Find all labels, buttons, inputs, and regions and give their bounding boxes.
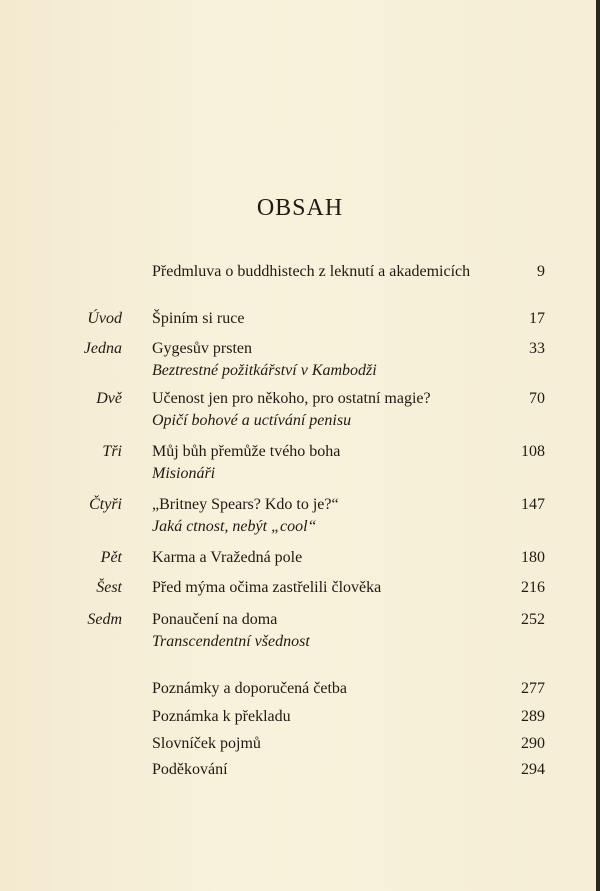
page-edge	[596, 0, 600, 891]
chapter-label: Sedm	[87, 611, 122, 628]
page-number: 216	[521, 579, 545, 596]
page-number: 33	[529, 340, 545, 357]
page-number: 70	[529, 390, 545, 407]
page-number: 180	[521, 549, 545, 566]
entry-title: Poznámka k překladu	[152, 708, 291, 725]
entry-subtitle: Opičí bohové a uctívání penisu	[152, 412, 352, 429]
entry-subtitle: Misionáři	[152, 465, 216, 482]
page-number: 289	[521, 708, 545, 725]
page-number: 294	[521, 761, 545, 778]
entry-title: Můj bůh přemůže tvého boha	[152, 443, 341, 460]
chapter-label: Jedna	[83, 340, 122, 357]
entry-title: Gygesův prsten	[152, 340, 252, 357]
entry-title: Poznámky a doporučená četba	[152, 680, 348, 697]
entry-title: Slovníček pojmů	[152, 735, 261, 752]
entry-subtitle: Transcendentní všednost	[152, 633, 310, 650]
page-number: 9	[537, 263, 545, 280]
entry-subtitle: Jaká ctnost, nebýt „cool“	[152, 518, 317, 535]
entry-subtitle: Beztrestné požitkářství v Kambodži	[152, 362, 377, 379]
entry-title: „Britney Spears? Kdo to je?“	[152, 496, 339, 513]
entry-title: Předmluva o buddhistech z leknutí a akad…	[152, 263, 471, 280]
page-number: 147	[521, 496, 545, 513]
page-number: 277	[521, 680, 545, 697]
page-number: 108	[521, 443, 545, 460]
page-number: 252	[521, 611, 545, 628]
chapter-label: Úvod	[87, 310, 122, 327]
page-title: OBSAH	[256, 195, 344, 221]
chapter-label: Dvě	[96, 390, 122, 407]
chapter-label: Pět	[100, 549, 122, 566]
entry-title: Učenost jen pro někoho, pro ostatní magi…	[152, 390, 431, 407]
entry-title: Poděkování	[152, 761, 228, 778]
entry-title: Před mýma očima zastřelili člověka	[152, 579, 382, 596]
entry-title: Karma a Vražedná pole	[152, 549, 303, 566]
chapter-label: Tři	[102, 443, 122, 460]
chapter-label: Šest	[96, 579, 122, 596]
chapter-label: Čtyři	[89, 496, 122, 513]
entry-title: Ponaučení na doma	[152, 611, 278, 628]
page-number: 290	[521, 735, 545, 752]
entry-title: Špiním si ruce	[152, 310, 245, 327]
page-number: 17	[529, 310, 545, 327]
